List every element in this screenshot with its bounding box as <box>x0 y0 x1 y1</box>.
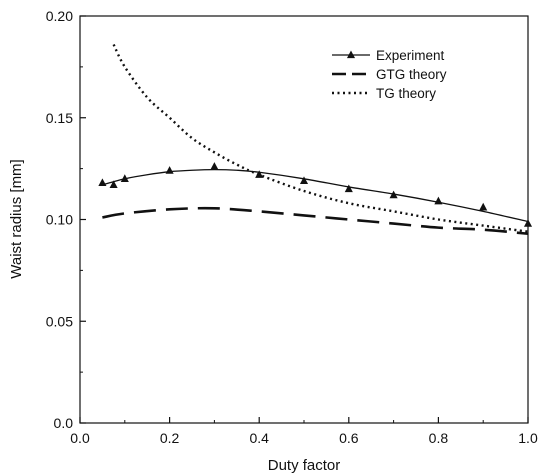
legend-marker-triangle <box>346 50 356 59</box>
legend: Experiment GTG theory TG theory <box>332 48 447 101</box>
legend-label: Experiment <box>376 48 445 63</box>
y-axis-title: Waist radius [mm] <box>8 159 25 278</box>
data-point-triangle <box>523 219 533 227</box>
data-point-triangle <box>120 174 129 182</box>
data-point-triangle <box>344 184 353 193</box>
series-line-gtg-theory <box>102 206 529 236</box>
plot-frame-group <box>79 15 529 424</box>
x-axis-ticks: 0.0 0.2 0.4 0.6 0.8 1.0 <box>70 417 538 446</box>
y-axis-ticks: 0.0 0.05 0.10 0.15 0.20 <box>46 8 86 431</box>
data-point-triangle <box>299 176 309 184</box>
y-tick-label: 0.20 <box>46 8 73 24</box>
y-tick-label: 0.05 <box>46 313 73 329</box>
x-tick-label: 0.4 <box>249 430 269 446</box>
data-point-triangle <box>434 196 443 205</box>
series-line-tg-theory <box>112 43 529 233</box>
x-tick-label: 1.0 <box>518 430 538 446</box>
y-tick-label: 0.10 <box>46 212 73 228</box>
legend-label: TG theory <box>376 86 436 101</box>
plot-frame <box>79 15 529 424</box>
data-point-triangle <box>98 178 107 187</box>
series-line-experiment <box>102 168 529 223</box>
x-tick-label: 0.0 <box>70 430 90 446</box>
y-tick-label: 0.0 <box>54 415 74 431</box>
data-point-triangle <box>109 180 118 189</box>
data-point-triangle <box>479 202 488 211</box>
legend-label: GTG theory <box>376 67 447 82</box>
x-tick-label: 0.2 <box>160 430 180 446</box>
x-tick-label: 0.6 <box>339 430 359 446</box>
data-point-triangle <box>389 190 398 199</box>
data-point-triangle <box>165 166 174 174</box>
data-point-triangle <box>210 162 219 170</box>
y-tick-label: 0.15 <box>46 110 73 126</box>
x-tick-label: 0.8 <box>429 430 449 446</box>
x-axis-title: Duty factor <box>268 457 341 474</box>
series-layer <box>98 43 533 236</box>
